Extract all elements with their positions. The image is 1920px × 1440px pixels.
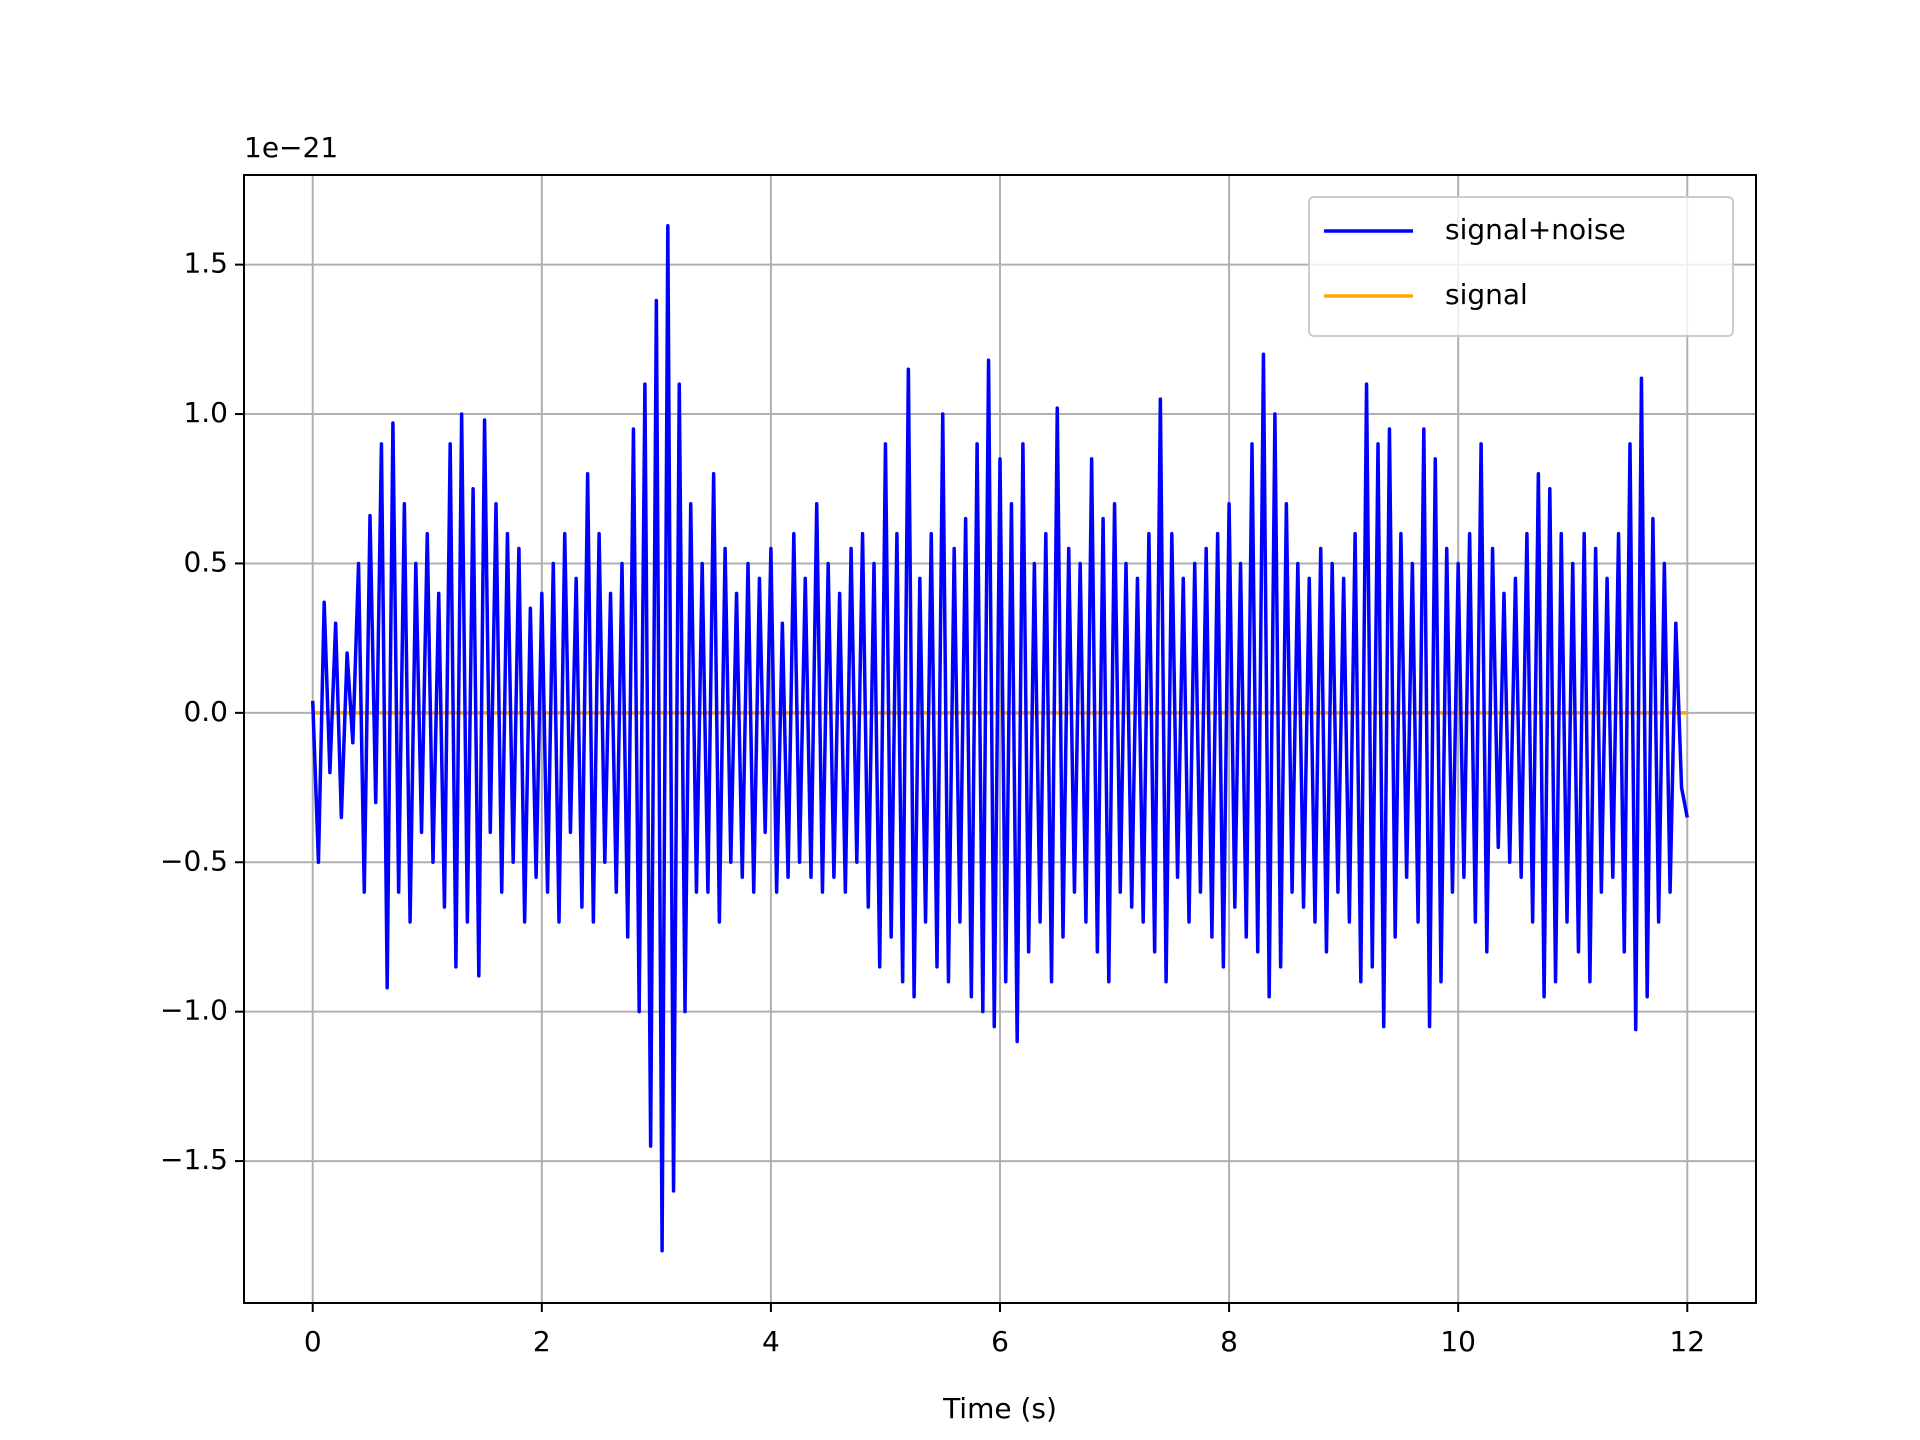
x-tick-label: 10 <box>1440 1325 1476 1358</box>
x-tick-label: 6 <box>991 1325 1009 1358</box>
legend-label: signal <box>1445 278 1528 311</box>
x-tick-label: 0 <box>304 1325 322 1358</box>
x-tick-label: 8 <box>1220 1325 1238 1358</box>
x-axis-label: Time (s) <box>942 1392 1057 1425</box>
y-tick-label: 1.5 <box>183 247 228 280</box>
axes-frame <box>243 174 1757 1304</box>
y-tick-label: −1.0 <box>160 994 228 1027</box>
x-tick-label: 2 <box>533 1325 551 1358</box>
x-tick-label: 12 <box>1669 1325 1705 1358</box>
y-offset-label: 1e−21 <box>244 131 338 164</box>
legend-label: signal+noise <box>1445 213 1626 246</box>
legend-box <box>1308 196 1734 337</box>
data-line <box>310 224 1689 1253</box>
x-tick-label: 4 <box>762 1325 780 1358</box>
y-tick-label: 0.0 <box>183 695 228 728</box>
y-tick-label: −0.5 <box>160 844 228 877</box>
y-tick-label: 0.5 <box>183 545 228 578</box>
y-tick-label: 1.0 <box>183 396 228 429</box>
y-tick-label: −1.5 <box>160 1143 228 1176</box>
